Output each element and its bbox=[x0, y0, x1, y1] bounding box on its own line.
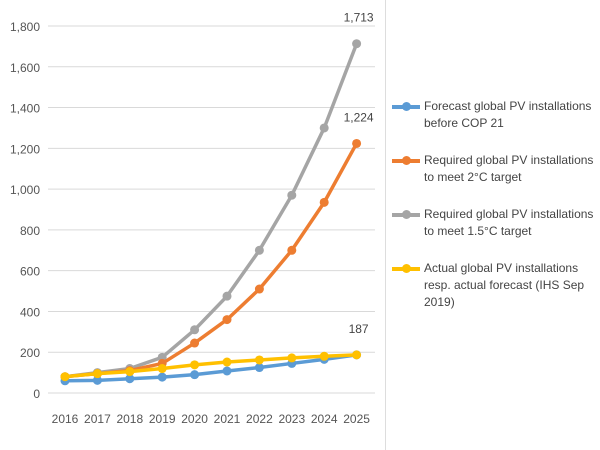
x-tick-label: 2022 bbox=[246, 412, 273, 426]
data-point bbox=[254, 284, 264, 294]
legend-swatch bbox=[392, 264, 420, 273]
x-tick-label: 2023 bbox=[278, 412, 305, 426]
x-tick-label: 2016 bbox=[52, 412, 79, 426]
y-tick-label: 1,200 bbox=[10, 142, 40, 156]
data-point bbox=[222, 366, 232, 376]
series-line bbox=[64, 353, 357, 379]
legend-label: Required global PV installations to meet… bbox=[424, 207, 594, 238]
data-point bbox=[190, 370, 200, 380]
legend-label: Actual global PV installations resp. act… bbox=[424, 261, 585, 309]
y-tick-label: 1,600 bbox=[10, 61, 40, 75]
data-point bbox=[287, 353, 297, 363]
x-tick-label: 2018 bbox=[116, 412, 143, 426]
data-point bbox=[190, 360, 200, 370]
data-label: 1,224 bbox=[344, 110, 374, 124]
series-line bbox=[64, 142, 359, 379]
x-tick-label: 2019 bbox=[149, 412, 176, 426]
data-point bbox=[254, 363, 264, 373]
y-tick-label: 600 bbox=[20, 265, 40, 279]
data-label: 187 bbox=[349, 322, 369, 336]
x-tick-label: 2025 bbox=[343, 412, 370, 426]
y-tick-label: 1,400 bbox=[10, 102, 40, 116]
x-tick-label: 2017 bbox=[84, 412, 111, 426]
data-point bbox=[92, 375, 102, 385]
data-point bbox=[352, 138, 362, 148]
data-point bbox=[319, 197, 329, 207]
data-point bbox=[222, 357, 232, 367]
data-point bbox=[92, 369, 102, 379]
data-point bbox=[287, 190, 297, 200]
legend-swatch bbox=[392, 156, 420, 165]
series-line bbox=[64, 353, 357, 383]
legend-swatch bbox=[392, 102, 420, 111]
line-chart: 0 200 400 600 800 1,000 1,200 1,400 1,600 1,800 20… bbox=[10, 0, 386, 450]
data-point bbox=[319, 351, 329, 361]
y-tick-label: 0 bbox=[33, 387, 40, 401]
data-point bbox=[190, 325, 200, 335]
data-point bbox=[352, 350, 362, 360]
data-label: 1,713 bbox=[344, 11, 374, 25]
y-tick-label: 1,000 bbox=[10, 183, 40, 197]
data-point bbox=[254, 355, 264, 365]
legend: Forecast global PV installations before … bbox=[392, 98, 597, 331]
legend-item: Actual global PV installations resp. act… bbox=[392, 260, 597, 311]
legend-swatch bbox=[392, 210, 420, 219]
legend-item: Required global PV installations to meet… bbox=[392, 152, 597, 186]
legend-item: Required global PV installations to meet… bbox=[392, 206, 597, 240]
legend-label: Required global PV installations to meet… bbox=[424, 153, 594, 184]
data-point bbox=[190, 338, 200, 348]
y-tick-label: 800 bbox=[20, 224, 40, 238]
data-point bbox=[60, 372, 70, 382]
data-point bbox=[125, 374, 135, 384]
data-point bbox=[125, 367, 135, 377]
x-tick-label: 2024 bbox=[311, 412, 338, 426]
y-tick-label: 200 bbox=[20, 346, 40, 360]
y-tick-label: 1,800 bbox=[10, 20, 40, 34]
data-point bbox=[222, 315, 232, 325]
data-point bbox=[157, 364, 167, 374]
x-tick-label: 2020 bbox=[181, 412, 208, 426]
data-point bbox=[352, 39, 362, 49]
x-tick-label: 2021 bbox=[214, 412, 241, 426]
data-point bbox=[287, 245, 297, 255]
data-point bbox=[254, 245, 264, 255]
series-line bbox=[64, 43, 359, 379]
legend-label: Forecast global PV installations before … bbox=[424, 99, 592, 130]
legend-item: Forecast global PV installations before … bbox=[392, 98, 597, 132]
y-tick-label: 400 bbox=[20, 305, 40, 319]
data-point bbox=[157, 372, 167, 382]
data-point bbox=[222, 291, 232, 301]
data-point bbox=[319, 123, 329, 133]
